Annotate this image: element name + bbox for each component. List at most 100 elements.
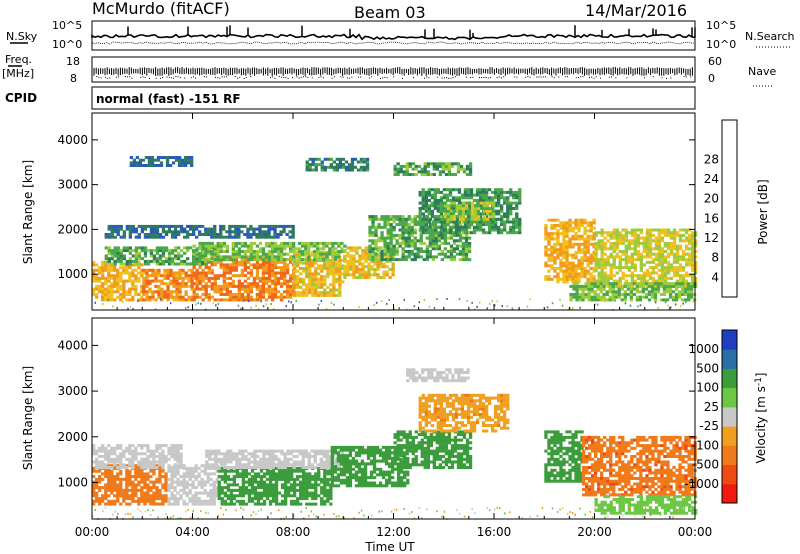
heatmap-cell xyxy=(288,224,292,228)
heatmap-cell xyxy=(116,464,120,468)
heatmap-cell xyxy=(497,209,501,213)
heatmap-cell xyxy=(544,245,548,249)
heatmap-cell xyxy=(662,282,667,286)
heatmap-cell xyxy=(694,260,698,264)
heatmap-cell xyxy=(177,161,182,165)
heatmap-cell xyxy=(204,258,208,262)
heatmap-cell xyxy=(289,276,293,280)
heatmap-cell xyxy=(261,287,266,291)
heatmap-cell xyxy=(210,271,214,275)
heatmap-cell xyxy=(107,455,111,458)
heatmap-cell xyxy=(470,207,475,210)
heatmap-cell xyxy=(140,460,144,464)
heatmap-cell xyxy=(653,295,658,299)
heatmap-cell xyxy=(392,250,396,253)
heatmap-cell xyxy=(264,290,269,294)
heatmap-cell xyxy=(207,233,211,236)
heatmap-cell xyxy=(311,283,315,287)
heatmap-cell xyxy=(370,265,374,269)
heatmap-cell xyxy=(605,298,609,302)
heatmap-cell xyxy=(418,217,422,221)
heatmap-cell xyxy=(156,156,161,159)
heatmap-cell xyxy=(386,233,390,237)
heatmap-cell xyxy=(677,282,682,286)
heatmap-cell xyxy=(261,279,266,283)
heatmap-cell xyxy=(143,227,148,231)
heatmap-cell xyxy=(261,230,265,234)
heatmap-cell xyxy=(383,220,387,224)
heatmap-cell xyxy=(125,486,129,490)
heatmap-cell xyxy=(178,271,182,275)
heatmap-cell xyxy=(161,227,166,231)
heatmap-cell xyxy=(368,225,372,229)
heatmap-cell xyxy=(274,466,279,470)
heatmap-cell xyxy=(583,259,587,262)
heatmap-cell xyxy=(166,287,170,291)
heatmap-cell xyxy=(323,267,327,270)
heatmap-cell xyxy=(116,483,120,487)
heatmap-cell xyxy=(437,252,441,256)
heatmap-cell xyxy=(110,472,114,476)
heatmap-cell xyxy=(222,241,226,245)
heatmap-cell xyxy=(612,263,616,267)
heatmap-cell xyxy=(264,263,269,267)
heatmap-cell xyxy=(665,282,670,286)
heatmap-cell xyxy=(389,223,393,227)
heatmap-cell xyxy=(326,250,330,254)
heatmap-cell xyxy=(603,266,607,270)
heatmap-cell xyxy=(361,257,365,261)
heatmap-cell xyxy=(226,486,230,490)
heatmap-cell xyxy=(95,469,99,473)
heatmap-cell xyxy=(370,273,374,277)
heatmap-cell xyxy=(151,295,155,299)
heatmap-cell xyxy=(645,231,650,235)
heatmap-cell xyxy=(207,295,211,299)
heatmap-cell xyxy=(143,259,148,263)
heatmap-cell xyxy=(556,267,560,270)
heatmap-cell xyxy=(147,158,152,162)
heatmap-cell xyxy=(544,277,548,281)
heatmap-cell xyxy=(246,298,251,302)
heatmap-cell xyxy=(486,207,490,210)
heatmap-cell xyxy=(691,252,695,256)
heatmap-cell xyxy=(401,236,405,240)
heatmap-cell xyxy=(128,497,132,501)
heatmap-cell xyxy=(660,276,665,280)
heatmap-cell xyxy=(562,224,566,227)
heatmap-cell xyxy=(140,284,144,288)
heatmap-cell xyxy=(110,460,114,464)
heatmap-cell xyxy=(413,258,417,262)
heatmap-cell xyxy=(559,269,563,273)
heatmap-cell xyxy=(316,250,320,253)
heatmap-cell xyxy=(259,491,264,495)
heatmap-cell xyxy=(683,290,688,294)
heatmap-cell xyxy=(220,499,224,503)
heatmap-cell xyxy=(296,259,300,262)
heatmap-cell xyxy=(289,287,293,291)
heatmap-cell xyxy=(355,265,359,269)
heatmap-cell xyxy=(95,452,99,456)
heatmap-cell xyxy=(308,291,312,295)
heatmap-cell xyxy=(478,220,483,224)
heatmap-cell xyxy=(341,280,345,284)
heatmap-cell xyxy=(240,230,244,234)
heatmap-cell xyxy=(335,277,339,281)
heatmap-cell xyxy=(210,254,214,258)
heatmap-cell xyxy=(273,295,278,299)
heatmap-cell xyxy=(451,207,456,210)
heatmap-cell xyxy=(249,284,254,288)
heatmap-cell xyxy=(442,209,446,213)
heatmap-cell xyxy=(436,204,440,208)
heatmap-cell xyxy=(565,253,569,257)
heatmap-cell xyxy=(107,469,111,473)
heatmap-cell xyxy=(201,224,205,228)
heatmap-cell xyxy=(589,242,593,246)
heatmap-cell xyxy=(401,239,405,243)
heatmap-cell xyxy=(222,274,226,278)
heatmap-cell xyxy=(410,225,414,229)
heatmap-cell xyxy=(461,252,466,256)
heatmap-cell xyxy=(630,258,634,262)
heatmap-cell xyxy=(645,284,650,288)
heatmap-cell xyxy=(586,269,590,273)
heatmap-cell xyxy=(158,262,163,266)
